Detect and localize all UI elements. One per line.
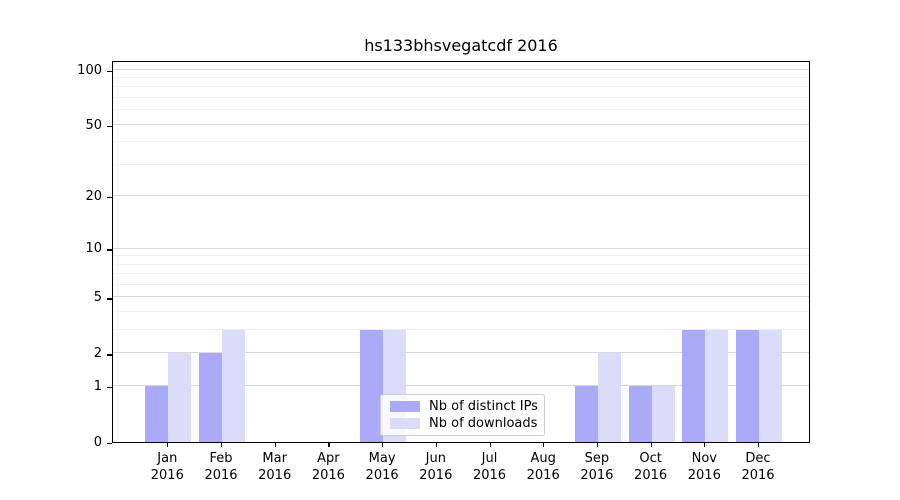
y-tick-mark xyxy=(107,249,112,251)
y-tick-mark xyxy=(107,443,112,445)
y-tick-mark xyxy=(107,298,112,300)
x-tick-mark xyxy=(328,443,330,447)
legend-swatch-distinct-ips xyxy=(390,401,420,412)
gridline-minor xyxy=(113,273,809,275)
x-tick-mark xyxy=(221,443,223,447)
x-tick-mark xyxy=(274,443,276,447)
gridline-minor xyxy=(113,97,809,98)
bar-downloads-sep xyxy=(597,353,621,442)
bar-distinct-ips-feb xyxy=(199,353,222,442)
legend-label-downloads: Nb of downloads xyxy=(429,416,538,431)
x-tick-mark xyxy=(382,443,384,447)
x-tick-mark xyxy=(489,443,491,447)
legend: Nb of distinct IPs Nb of downloads xyxy=(380,394,545,436)
x-tick-label: Jun 2016 xyxy=(419,451,453,483)
y-tick-mark xyxy=(107,387,112,389)
bar-distinct-ips-jan xyxy=(145,386,169,442)
y-tick-mark xyxy=(107,125,112,127)
x-tick-mark xyxy=(650,443,652,447)
x-tick-label: Feb 2016 xyxy=(204,451,238,483)
gridline-major xyxy=(113,123,809,125)
gridline-minor xyxy=(113,86,809,88)
x-tick-label: Aug 2016 xyxy=(526,451,560,483)
gridline-major xyxy=(113,296,809,298)
x-tick-label: Jul 2016 xyxy=(472,451,507,483)
x-tick-mark xyxy=(167,443,169,447)
bar-distinct-ips-oct xyxy=(628,386,652,442)
gridline-minor xyxy=(113,329,809,331)
y-tick-label: 100 xyxy=(77,62,102,78)
x-tick-label: Mar 2016 xyxy=(258,451,292,483)
x-tick-mark xyxy=(704,443,706,447)
y-tick-label: 20 xyxy=(85,189,102,205)
legend-swatch-downloads xyxy=(390,418,420,429)
x-tick-label: Nov 2016 xyxy=(687,451,721,483)
gridline-minor xyxy=(113,263,809,265)
bar-downloads-oct xyxy=(651,386,675,442)
y-tick-label: 5 xyxy=(93,290,102,306)
y-tick-label: 0 xyxy=(93,435,102,450)
chart-title: hs133bhsvegatcdf 2016 xyxy=(364,36,558,55)
x-tick-label: May 2016 xyxy=(365,451,399,483)
y-tick-label: 2 xyxy=(93,346,102,362)
bar-downloads-feb xyxy=(222,330,245,442)
x-tick-label: Dec 2016 xyxy=(741,451,775,483)
x-tick-mark xyxy=(435,443,437,447)
gridline-minor xyxy=(113,76,809,78)
bar-distinct-ips-nov xyxy=(682,330,706,442)
gridline-minor xyxy=(113,163,809,165)
bar-distinct-ips-sep xyxy=(574,386,598,442)
x-tick-label: Oct 2016 xyxy=(634,451,668,483)
x-tick-mark xyxy=(596,443,599,447)
gridline-minor xyxy=(113,109,809,111)
x-tick-mark xyxy=(543,443,545,447)
y-tick-label: 50 xyxy=(85,117,102,133)
legend-label-distinct-ips: Nb of distinct IPs xyxy=(429,399,538,414)
gridline-major xyxy=(113,352,809,354)
y-tick-label: 10 xyxy=(85,241,102,257)
gridline-minor xyxy=(113,311,809,313)
gridline-minor xyxy=(113,255,809,257)
gridline-major xyxy=(113,195,809,197)
bar-distinct-ips-may xyxy=(360,330,384,442)
x-tick-label: Apr 2016 xyxy=(311,451,345,483)
gridline-major xyxy=(113,385,809,387)
legend-item-distinct-ips: Nb of distinct IPs xyxy=(390,399,538,414)
y-tick-mark xyxy=(107,197,112,199)
x-tick-label: Sep 2016 xyxy=(580,451,614,483)
y-tick-mark xyxy=(107,70,112,72)
gridline-minor xyxy=(113,141,809,143)
gridline-major xyxy=(113,247,809,249)
bar-downloads-dec xyxy=(759,330,782,442)
bar-distinct-ips-dec xyxy=(736,330,759,442)
gridline-minor xyxy=(113,283,809,285)
y-tick-mark xyxy=(107,354,112,356)
plot-area: Nb of distinct IPs Nb of downloads xyxy=(112,61,810,443)
x-tick-mark xyxy=(758,443,760,447)
y-tick-label: 1 xyxy=(93,379,102,395)
x-tick-label: Jan 2016 xyxy=(150,451,184,483)
gridline-major xyxy=(113,68,809,70)
bar-downloads-jan xyxy=(168,353,192,442)
legend-item-downloads: Nb of downloads xyxy=(390,416,538,431)
bar-downloads-nov xyxy=(705,330,729,442)
